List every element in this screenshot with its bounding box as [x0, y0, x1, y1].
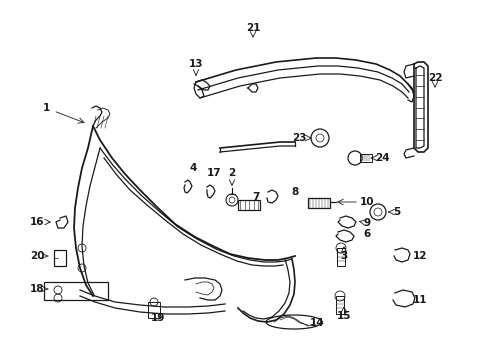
- Text: 11: 11: [412, 295, 427, 305]
- Bar: [307, 198, 329, 208]
- Text: 13: 13: [188, 59, 203, 69]
- Text: 23: 23: [291, 133, 305, 143]
- Text: 1: 1: [42, 103, 49, 113]
- Bar: [44, 282, 108, 300]
- Text: 14: 14: [309, 318, 324, 328]
- Text: 22: 22: [427, 73, 441, 83]
- Text: 4: 4: [189, 163, 196, 173]
- Text: 3: 3: [340, 251, 347, 261]
- Text: 6: 6: [363, 229, 370, 239]
- Bar: [238, 200, 260, 210]
- Bar: [336, 248, 345, 266]
- Bar: [359, 154, 371, 162]
- Bar: [148, 302, 160, 318]
- Text: 7: 7: [252, 192, 259, 202]
- Text: 2: 2: [228, 168, 235, 178]
- Text: 8: 8: [291, 187, 298, 197]
- Text: 21: 21: [245, 23, 260, 33]
- Text: 9: 9: [363, 218, 370, 228]
- Text: 16: 16: [30, 217, 44, 227]
- Text: 18: 18: [30, 284, 44, 294]
- Text: 5: 5: [392, 207, 400, 217]
- Text: 12: 12: [412, 251, 427, 261]
- Text: 17: 17: [206, 168, 221, 178]
- Text: 20: 20: [30, 251, 44, 261]
- Text: 15: 15: [336, 311, 350, 321]
- Text: 24: 24: [374, 153, 388, 163]
- Bar: [335, 296, 343, 314]
- Text: 10: 10: [359, 197, 373, 207]
- Text: 19: 19: [150, 313, 165, 323]
- Bar: [54, 250, 66, 266]
